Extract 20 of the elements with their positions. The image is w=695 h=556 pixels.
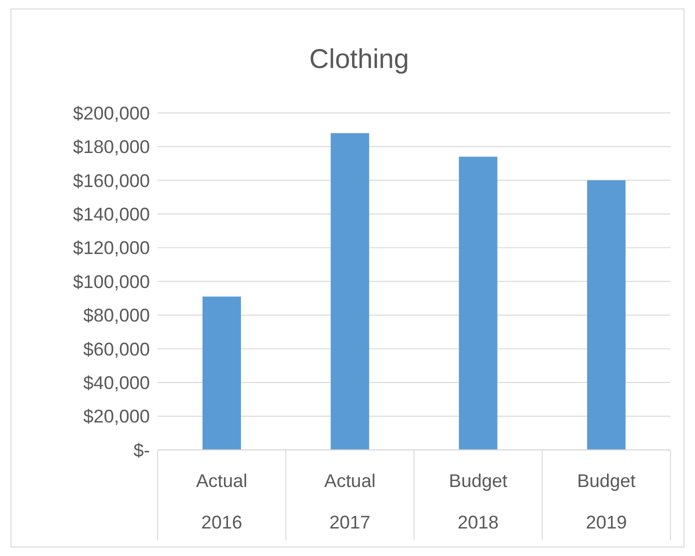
x-tick-label: Actual 2017 — [324, 470, 376, 533]
y-tick-label: $180,000 — [72, 136, 150, 158]
y-tick-label: $140,000 — [72, 203, 150, 224]
x-tick-label: Budget 2019 — [577, 470, 636, 533]
bar — [458, 156, 498, 450]
chart-title: Clothing — [309, 43, 410, 74]
bar — [587, 180, 626, 450]
y-tick-label: $20,000 — [83, 406, 150, 427]
x-tick-label: Actual 2016 — [196, 470, 248, 533]
y-tick-label: $100,000 — [72, 270, 150, 292]
x-tick-label: Budget 2018 — [448, 470, 508, 533]
bar — [330, 133, 370, 450]
y-tick-label: $200,000 — [72, 102, 150, 124]
y-tick-label: $40,000 — [83, 372, 150, 393]
bar — [202, 296, 241, 450]
y-tick-label: $60,000 — [83, 338, 150, 360]
y-tick-label: $80,000 — [83, 304, 150, 326]
y-tick-label: $160,000 — [72, 170, 150, 191]
y-tick-label: $120,000 — [72, 237, 150, 258]
y-tick-label: $- — [133, 439, 150, 460]
